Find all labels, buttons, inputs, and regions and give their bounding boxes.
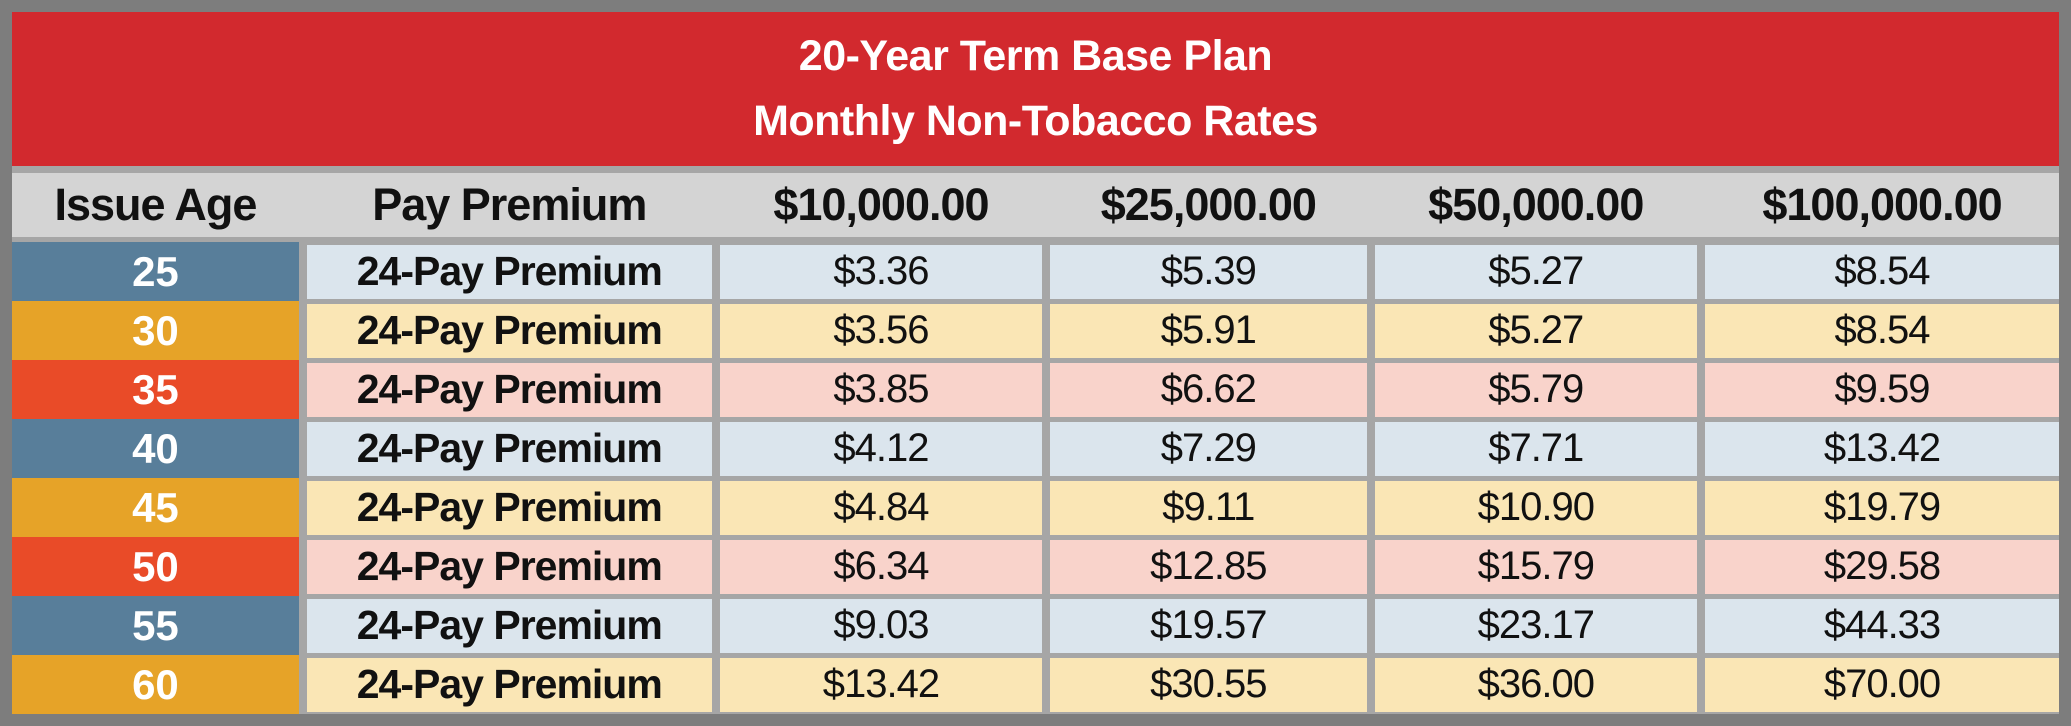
rate-cell-25000: $6.62 [1050, 362, 1367, 417]
title-line-1: 20-Year Term Base Plan [798, 32, 1273, 80]
rate-cell-25000: $30.55 [1050, 657, 1367, 712]
table-row: 35 24-Pay Premium $3.85 $6.62 $5.79 $9.5… [12, 360, 2059, 419]
title-banner: 20-Year Term Base Plan Monthly Non-Tobac… [12, 12, 2059, 166]
issue-age-cell: 55 [12, 596, 299, 655]
rate-table: 20-Year Term Base Plan Monthly Non-Tobac… [12, 12, 2059, 714]
rate-cell-50000: $15.79 [1374, 539, 1697, 594]
pay-premium-cell: 24-Pay Premium [306, 362, 712, 417]
rate-cell-100000: $9.59 [1705, 362, 2059, 417]
rate-cell-50000: $36.00 [1374, 657, 1697, 712]
pay-premium-cell: 24-Pay Premium [306, 480, 712, 535]
table-row: 45 24-Pay Premium $4.84 $9.11 $10.90 $19… [12, 478, 2059, 537]
header-cell-50000: $50,000.00 [1428, 179, 1644, 230]
table-row: 50 24-Pay Premium $6.34 $12.85 $15.79 $2… [12, 537, 2059, 596]
rate-cell-100000: $70.00 [1705, 657, 2059, 712]
header-cell-pay-premium: Pay Premium [372, 179, 647, 230]
issue-age-cell: 25 [12, 242, 299, 301]
pay-premium-cell: 24-Pay Premium [306, 657, 712, 712]
rate-cell-50000: $23.17 [1374, 598, 1697, 653]
pay-premium-cell: 24-Pay Premium [306, 303, 712, 358]
issue-age-cell: 30 [12, 301, 299, 360]
rate-cell-25000: $5.91 [1050, 303, 1367, 358]
table-row: 40 24-Pay Premium $4.12 $7.29 $7.71 $13.… [12, 419, 2059, 478]
table-body: 25 24-Pay Premium $3.36 $5.39 $5.27 $8.5… [12, 242, 2059, 714]
issue-age-cell: 45 [12, 478, 299, 537]
rate-cell-100000: $19.79 [1705, 480, 2059, 535]
rate-cell-50000: $5.27 [1374, 244, 1697, 299]
rate-cell-10000: $6.34 [719, 539, 1043, 594]
issue-age-cell: 60 [12, 655, 299, 714]
pay-premium-cell: 24-Pay Premium [306, 539, 712, 594]
rate-cell-50000: $5.27 [1374, 303, 1697, 358]
pay-premium-cell: 24-Pay Premium [306, 421, 712, 476]
rate-cell-100000: $8.54 [1705, 244, 2059, 299]
issue-age-cell: 35 [12, 360, 299, 419]
rate-cell-100000: $44.33 [1705, 598, 2059, 653]
table-row: 60 24-Pay Premium $13.42 $30.55 $36.00 $… [12, 655, 2059, 714]
issue-age-cell: 50 [12, 537, 299, 596]
header-cell-100000: $100,000.00 [1762, 179, 2002, 230]
header-cell-25000: $25,000.00 [1100, 179, 1317, 230]
rate-cell-10000: $9.03 [719, 598, 1043, 653]
issue-age-cell: 40 [12, 419, 299, 478]
rate-cell-50000: $5.79 [1374, 362, 1697, 417]
rate-cell-10000: $3.56 [719, 303, 1043, 358]
rate-cell-25000: $19.57 [1050, 598, 1367, 653]
pay-premium-cell: 24-Pay Premium [306, 244, 712, 299]
rate-cell-100000: $13.42 [1705, 421, 2059, 476]
rate-cell-50000: $7.71 [1374, 421, 1697, 476]
header-cell-10000: $10,000.00 [773, 179, 989, 230]
table-row: 55 24-Pay Premium $9.03 $19.57 $23.17 $4… [12, 596, 2059, 655]
rate-cell-10000: $3.36 [719, 244, 1043, 299]
pay-premium-cell: 24-Pay Premium [306, 598, 712, 653]
rate-cell-100000: $29.58 [1705, 539, 2059, 594]
rate-cell-100000: $8.54 [1705, 303, 2059, 358]
table-row: 25 24-Pay Premium $3.36 $5.39 $5.27 $8.5… [12, 242, 2059, 301]
rate-cell-10000: $3.85 [719, 362, 1043, 417]
header-cell-issue-age: Issue Age [54, 179, 257, 230]
rate-cell-25000: $7.29 [1050, 421, 1367, 476]
rate-cell-10000: $4.84 [719, 480, 1043, 535]
rate-cell-25000: $5.39 [1050, 244, 1367, 299]
rate-cell-10000: $13.42 [719, 657, 1043, 712]
rate-cell-50000: $10.90 [1374, 480, 1697, 535]
rate-cell-25000: $12.85 [1050, 539, 1367, 594]
rate-cell-25000: $9.11 [1050, 480, 1367, 535]
table-header-row: Issue Age Pay Premium $10,000.00 $25,000… [12, 173, 2059, 237]
table-row: 30 24-Pay Premium $3.56 $5.91 $5.27 $8.5… [12, 301, 2059, 360]
title-line-2: Monthly Non-Tobacco Rates [753, 97, 1318, 145]
rate-cell-10000: $4.12 [719, 421, 1043, 476]
